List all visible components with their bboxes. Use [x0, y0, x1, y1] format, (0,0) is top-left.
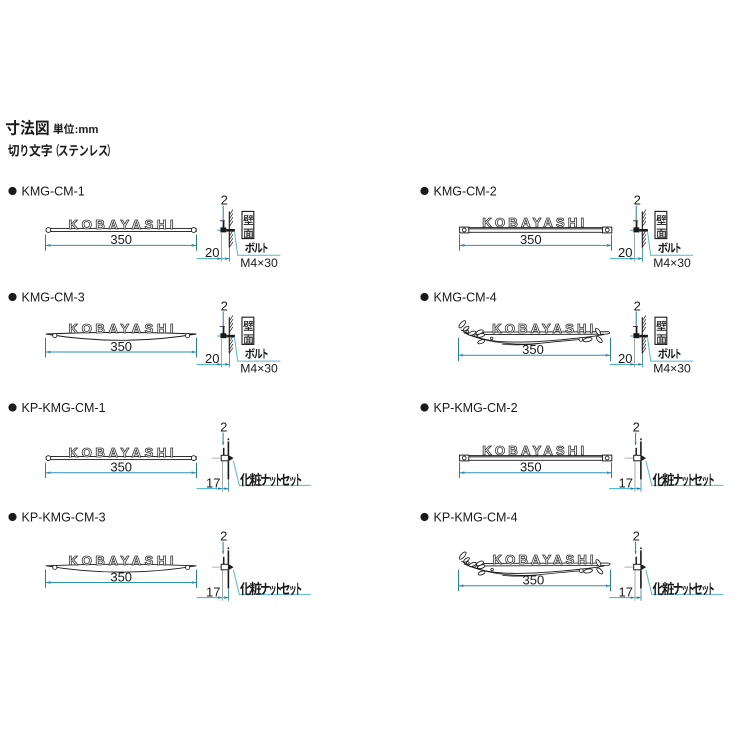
- svg-text:350: 350: [110, 339, 132, 354]
- svg-text:350: 350: [522, 342, 544, 357]
- svg-text:2: 2: [633, 419, 640, 434]
- svg-text:17: 17: [206, 476, 220, 491]
- svg-text:KOBAYASHI: KOBAYASHI: [482, 215, 587, 230]
- svg-text:KOBAYASHI: KOBAYASHI: [493, 552, 597, 567]
- svg-text:2: 2: [634, 298, 641, 313]
- svg-text:20: 20: [618, 245, 632, 260]
- svg-text:KOBAYASHI: KOBAYASHI: [492, 321, 596, 336]
- svg-text:350: 350: [110, 460, 132, 475]
- svg-text:KP-KMG-CM-1: KP-KMG-CM-1: [22, 401, 106, 415]
- svg-text:350: 350: [110, 232, 132, 247]
- svg-text:20: 20: [205, 351, 219, 366]
- svg-text:2: 2: [221, 193, 228, 208]
- svg-text:350: 350: [520, 460, 542, 475]
- svg-text:KMG-CM-2: KMG-CM-2: [434, 185, 497, 199]
- svg-text:KMG-CM-3: KMG-CM-3: [22, 291, 85, 305]
- svg-text:350: 350: [523, 573, 545, 588]
- svg-text:20: 20: [618, 351, 632, 366]
- svg-text:KOBAYASHI: KOBAYASHI: [69, 445, 178, 460]
- svg-text:350: 350: [110, 569, 132, 584]
- svg-text:M4×30: M4×30: [240, 256, 278, 270]
- svg-text:KP-KMG-CM-2: KP-KMG-CM-2: [434, 401, 518, 415]
- svg-text:KOBAYASHI: KOBAYASHI: [69, 217, 178, 232]
- svg-text:17: 17: [619, 476, 633, 491]
- svg-text:2: 2: [221, 298, 228, 313]
- svg-text:KOBAYASHI: KOBAYASHI: [482, 443, 587, 458]
- svg-text:M4×30: M4×30: [653, 362, 691, 376]
- svg-text:20: 20: [205, 245, 219, 260]
- svg-text:17: 17: [619, 585, 633, 600]
- svg-text:350: 350: [520, 232, 542, 247]
- svg-text:KP-KMG-CM-4: KP-KMG-CM-4: [434, 511, 518, 525]
- svg-text:KMG-CM-4: KMG-CM-4: [434, 291, 497, 305]
- svg-text:M4×30: M4×30: [653, 256, 691, 270]
- svg-text:KP-KMG-CM-3: KP-KMG-CM-3: [22, 511, 106, 525]
- svg-text:2: 2: [220, 528, 227, 543]
- svg-text:2: 2: [634, 193, 641, 208]
- svg-text:KOBAYASHI: KOBAYASHI: [69, 321, 178, 336]
- svg-text:KMG-CM-1: KMG-CM-1: [22, 185, 85, 199]
- svg-text:2: 2: [220, 419, 227, 434]
- svg-text:KOBAYASHI: KOBAYASHI: [69, 553, 178, 568]
- svg-text::mm: :mm: [75, 124, 99, 136]
- svg-text:2: 2: [633, 528, 640, 543]
- svg-text:17: 17: [206, 585, 220, 600]
- svg-text:M4×30: M4×30: [240, 362, 278, 376]
